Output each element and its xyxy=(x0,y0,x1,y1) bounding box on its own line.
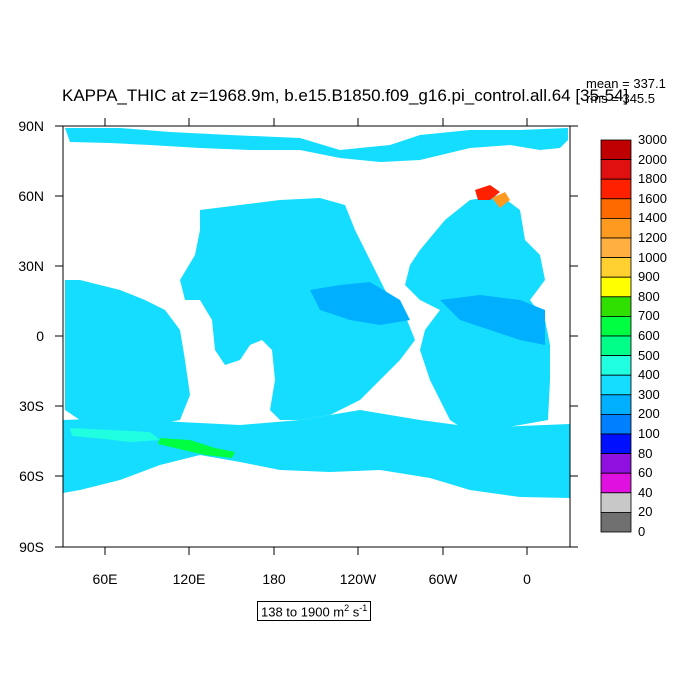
colorbar-swatch xyxy=(600,159,632,180)
colorbar-label: 500 xyxy=(638,347,660,363)
y-tick-label: 90S xyxy=(19,539,44,555)
colorbar-label: 1400 xyxy=(638,210,667,226)
colorbar xyxy=(600,139,632,533)
range-prefix: 138 to 1900 m xyxy=(261,604,345,620)
colorbar-swatch xyxy=(600,217,632,239)
colorbar-label: 200 xyxy=(638,406,660,422)
colorbar-label: 1800 xyxy=(638,171,667,187)
colorbar-label: 3000 xyxy=(638,132,667,147)
range-middle: s xyxy=(349,604,360,620)
stats-block: mean = 337.1 rms = 345.5 xyxy=(586,76,666,106)
colorbar-swatch xyxy=(600,394,632,415)
colorbar-label: 0 xyxy=(638,524,646,539)
colorbar-label: 800 xyxy=(638,288,660,304)
mid-band-pacific xyxy=(310,282,410,325)
y-tick-label: 0 xyxy=(36,328,44,344)
colorbar-swatch xyxy=(600,512,632,533)
colorbar-label: 1200 xyxy=(638,230,667,245)
colorbar-label: 1600 xyxy=(638,190,667,206)
mean-label: mean = 337.1 xyxy=(586,76,666,91)
colorbar-swatch xyxy=(600,296,632,317)
map-area xyxy=(62,125,571,548)
colorbar-swatch xyxy=(600,139,632,161)
colorbar-label: 900 xyxy=(638,269,660,285)
colorbar-label: 2000 xyxy=(638,151,667,167)
colorbar-swatch xyxy=(600,335,632,357)
pacific-ocean xyxy=(180,198,415,420)
x-tick-label: 120E xyxy=(172,571,206,587)
colorbar-swatch xyxy=(600,237,632,259)
y-tick-label: 90N xyxy=(18,118,44,134)
rms-label: rms = 345.5 xyxy=(586,91,656,106)
red-spot xyxy=(475,185,500,200)
range-label: 138 to 1900 m2 s-1 xyxy=(257,601,372,622)
colorbar-swatch xyxy=(600,198,632,219)
colorbar-swatch xyxy=(600,315,632,337)
teal-streak xyxy=(70,428,160,442)
y-tick-marks xyxy=(55,125,578,548)
x-tick-label: 180 xyxy=(262,571,286,587)
green-streak xyxy=(158,438,235,458)
map-title: KAPPA_THIC at z=1968.9m, b.e15.B1850.f09… xyxy=(62,86,629,105)
colorbar-label: 1000 xyxy=(638,249,667,265)
arctic-ocean xyxy=(65,128,568,162)
range-sup2: -1 xyxy=(359,603,368,613)
colorbar-swatch xyxy=(600,374,632,396)
x-tick-label: 120W xyxy=(339,571,377,587)
colorbar-label: 80 xyxy=(638,445,653,461)
colorbar-swatch xyxy=(600,276,632,298)
colorbar-swatch xyxy=(600,178,632,200)
colorbar-swatch xyxy=(600,472,632,494)
y-tick-label: 60S xyxy=(19,468,44,484)
colorbar-label: 100 xyxy=(638,426,660,441)
orange-spot xyxy=(492,192,510,208)
indian-ocean xyxy=(65,280,190,425)
colorbar-label: 300 xyxy=(638,386,660,402)
x-tick-marks xyxy=(104,118,528,555)
y-tick-label: 30S xyxy=(19,398,44,414)
y-tick-label: 30N xyxy=(18,258,44,274)
colorbar-label: 700 xyxy=(638,308,660,324)
colorbar-swatch xyxy=(600,355,632,376)
colorbar-label: 60 xyxy=(638,465,653,481)
colorbar-label: 400 xyxy=(638,367,660,383)
colorbar-swatch xyxy=(600,453,632,474)
colorbar-label: 20 xyxy=(638,504,653,520)
colorbar-label: 40 xyxy=(638,484,653,500)
range-sup1: 2 xyxy=(344,603,350,613)
x-tick-label: 60W xyxy=(428,571,458,587)
x-tick-label: 60E xyxy=(92,571,118,587)
colorbar-swatch xyxy=(600,433,632,455)
mid-band-atlantic xyxy=(440,295,545,345)
colorbar-label: 600 xyxy=(638,328,660,343)
colorbar-swatch xyxy=(600,413,632,435)
colorbar-swatch xyxy=(600,492,632,513)
southern-ocean xyxy=(63,410,570,498)
x-tick-label: 0 xyxy=(523,571,531,587)
y-tick-label: 60N xyxy=(18,188,44,204)
colorbar-swatch xyxy=(600,257,632,278)
